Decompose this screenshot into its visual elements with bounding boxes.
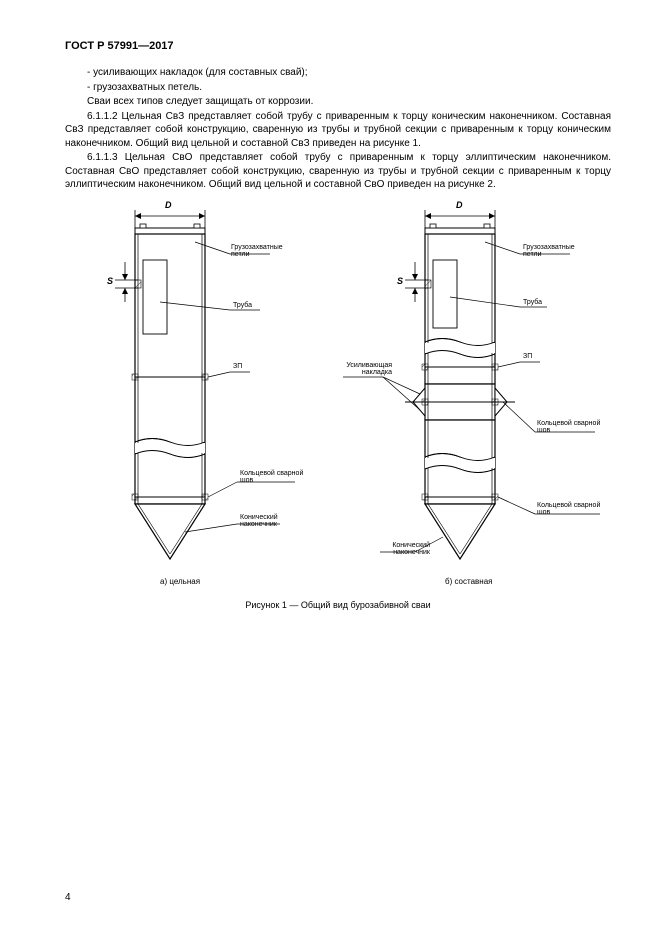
page: ГОСТ Р 57991—2017 - усиливающих накладок… (0, 0, 661, 935)
para-dash-1: - усиливающих накладок (для составных св… (65, 66, 611, 80)
label-reinforce-b: Усиливающая накладка (340, 362, 392, 377)
para-dash-2: - грузозахватных петель. (65, 81, 611, 95)
label-loops-a: Грузозахватные петли (231, 244, 291, 259)
para-3: 6.1.1.3 Цельная СвО представляет собой т… (65, 151, 611, 192)
label-pipe-b: Труба (523, 299, 542, 306)
dim-d-a: D (165, 200, 172, 210)
label-loops-b: Грузозахватные петли (523, 244, 588, 259)
para-1: Сваи всех типов следует защищать от корр… (65, 95, 611, 109)
dim-d-b: D (456, 200, 463, 210)
figure-1: D S Грузозахватные петли Труба ЗП Кольце… (65, 202, 611, 632)
standard-code-header: ГОСТ Р 57991—2017 (65, 40, 611, 52)
dim-s-a: S (107, 276, 113, 286)
para-2: 6.1.1.2 Цельная СвЗ представляет собой т… (65, 110, 611, 151)
figure-b-svg (325, 202, 625, 602)
dim-s-b: S (397, 276, 403, 286)
subcaption-b: б) составная (445, 577, 492, 586)
page-number: 4 (65, 892, 71, 903)
label-ringweld-b1: Кольцевой сварной шов (537, 420, 607, 435)
body-text-block: - усиливающих накладок (для составных св… (65, 66, 611, 192)
label-ringweld-a: Кольцевой сварной шов (240, 470, 310, 485)
label-cone-a: Конический наконечник (240, 514, 295, 529)
label-zp-b: ЗП (523, 353, 532, 360)
label-ringweld-b2: Кольцевой сварной шов (537, 502, 607, 517)
figure-caption: Рисунок 1 — Общий вид бурозабивной сваи (65, 600, 611, 610)
label-cone-b: Конический наконечник (375, 542, 430, 557)
label-pipe-a: Труба (233, 302, 252, 309)
subcaption-a: а) цельная (160, 577, 200, 586)
figure-a-svg (65, 202, 325, 602)
label-zp-a: ЗП (233, 363, 242, 370)
